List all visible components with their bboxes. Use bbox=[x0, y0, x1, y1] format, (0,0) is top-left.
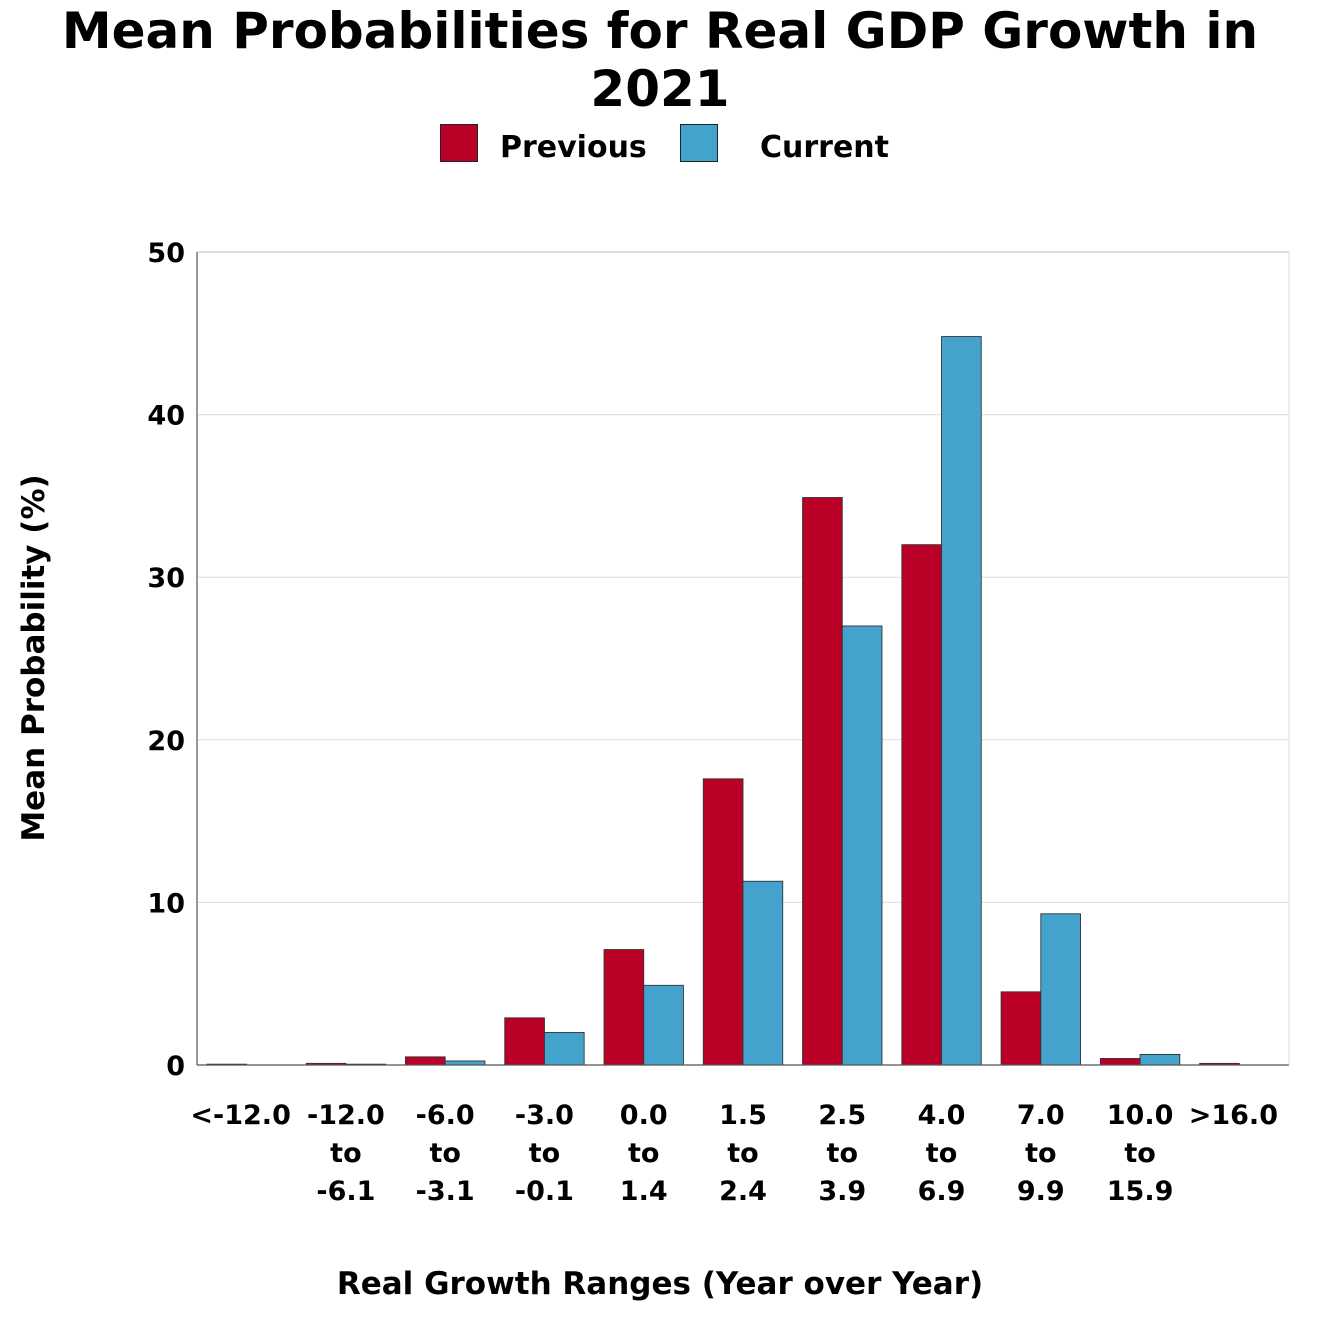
x-tick-label: -12.0 bbox=[307, 1100, 385, 1131]
x-tick-label: -3.0 bbox=[515, 1100, 574, 1131]
y-tick-label: 40 bbox=[147, 401, 185, 432]
x-tick-label: to bbox=[429, 1138, 460, 1169]
bar-current-5 bbox=[742, 880, 784, 1066]
bar-previous-6 bbox=[802, 497, 843, 1066]
x-tick-label: 2.4 bbox=[719, 1176, 767, 1207]
x-tick-label: 9.9 bbox=[1017, 1176, 1065, 1207]
bar-previous-8 bbox=[1000, 991, 1042, 1066]
legend-swatch-previous bbox=[440, 124, 478, 162]
bar-current-7 bbox=[941, 336, 982, 1066]
y-tick-label: 20 bbox=[147, 726, 185, 757]
legend-label-previous: Previous bbox=[500, 130, 647, 165]
legend-swatch-current bbox=[680, 124, 718, 162]
x-tick-label: 1.4 bbox=[620, 1176, 668, 1207]
y-axis-title: Mean Probability (%) bbox=[16, 474, 52, 841]
bar-current-9 bbox=[1139, 1053, 1181, 1066]
bar-current-6 bbox=[841, 625, 883, 1066]
x-tick-label: <-12.0 bbox=[190, 1100, 290, 1131]
legend: Previous Current bbox=[0, 122, 1320, 168]
axes bbox=[196, 251, 1290, 1066]
x-tick-labels: <-12.0 -12.0 to -6.1 -6.0 to -3.1 -3.0 to -0.1 0.0… bbox=[190, 1100, 1278, 1207]
x-tick-label: 15.9 bbox=[1107, 1176, 1174, 1207]
bar-previous-4 bbox=[603, 949, 645, 1066]
y-tick-label: 50 bbox=[147, 238, 185, 269]
bar-current-2 bbox=[444, 1060, 486, 1066]
x-tick-label: 4.0 bbox=[918, 1100, 966, 1131]
x-axis-title: Real Growth Ranges (Year over Year) bbox=[337, 1266, 983, 1302]
bar-previous-3 bbox=[504, 1017, 545, 1066]
x-tick-label: to bbox=[529, 1138, 560, 1169]
x-tick-label: 1.5 bbox=[719, 1100, 767, 1131]
bar-previous-7 bbox=[901, 544, 942, 1066]
bar-current-4 bbox=[643, 984, 684, 1066]
x-tick-label: >16.0 bbox=[1189, 1100, 1278, 1131]
x-tick-label: to bbox=[827, 1138, 858, 1169]
x-tick-label: to bbox=[1124, 1138, 1155, 1169]
x-tick-label: 3.9 bbox=[818, 1176, 866, 1207]
x-tick-label: 6.9 bbox=[918, 1176, 966, 1207]
x-tick-label: -6.1 bbox=[316, 1176, 375, 1207]
x-tick-label: -3.1 bbox=[416, 1176, 475, 1207]
x-tick-label: -0.1 bbox=[515, 1176, 574, 1207]
bar-current-3 bbox=[544, 1032, 585, 1066]
y-tick-label: 0 bbox=[166, 1051, 185, 1082]
x-tick-label: -6.0 bbox=[416, 1100, 475, 1131]
bar-previous-5 bbox=[702, 778, 744, 1066]
bar-current-8 bbox=[1040, 913, 1081, 1066]
bars bbox=[206, 336, 1240, 1066]
x-tick-label: 10.0 bbox=[1107, 1100, 1174, 1131]
x-tick-label: to bbox=[926, 1138, 957, 1169]
chart-title: Mean Probabilities for Real GDP Growth i… bbox=[61, 2, 1259, 118]
x-tick-label: 2.5 bbox=[818, 1100, 866, 1131]
y-tick-labels: 0 10 20 30 40 50 bbox=[147, 238, 185, 1082]
x-tick-label: to bbox=[628, 1138, 659, 1169]
legend-label-current: Current bbox=[760, 130, 890, 165]
x-tick-label: to bbox=[330, 1138, 361, 1169]
x-tick-label: to bbox=[1025, 1138, 1056, 1169]
y-tick-label: 10 bbox=[147, 888, 185, 919]
y-tick-label: 30 bbox=[147, 563, 185, 594]
x-tick-label: to bbox=[727, 1138, 758, 1169]
x-tick-label: 0.0 bbox=[620, 1100, 668, 1131]
bar-previous-9 bbox=[1099, 1058, 1141, 1066]
bar-previous-2 bbox=[405, 1056, 446, 1066]
x-tick-label: 7.0 bbox=[1017, 1100, 1065, 1131]
